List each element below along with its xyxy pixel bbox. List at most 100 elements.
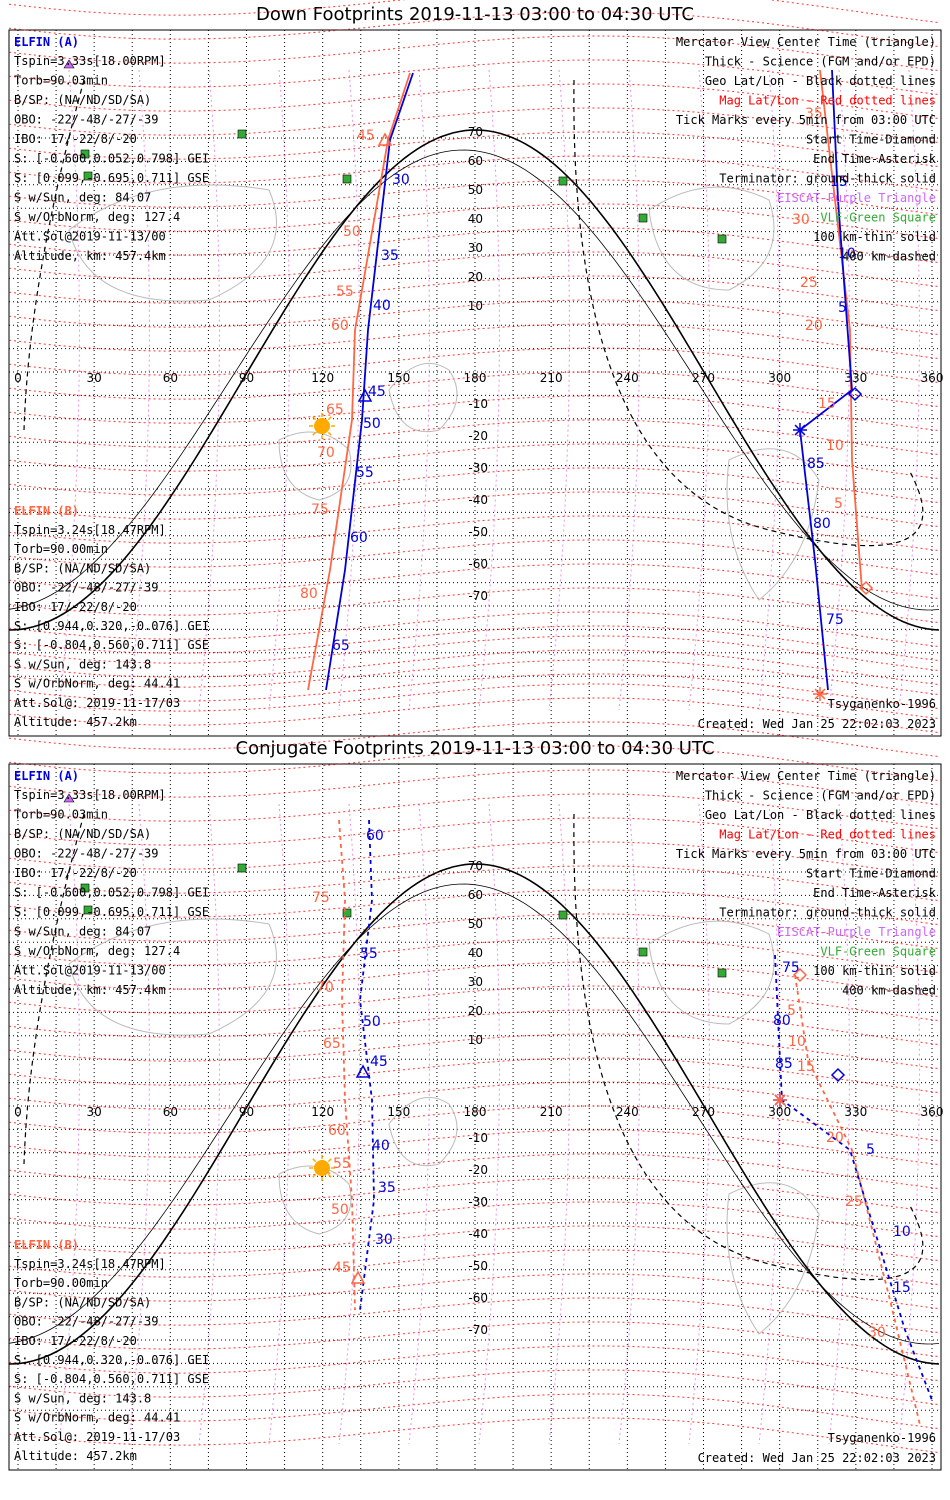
elfin-b-time-label: 5 — [787, 1003, 796, 1019]
mag-lon-line — [338, 69, 360, 711]
mag-lat-line — [8, 1081, 940, 1118]
elfin-b-time-label: 80 — [300, 586, 318, 602]
elfin-b-time-label: 50 — [343, 224, 361, 240]
mag-lat-line — [8, 1057, 940, 1094]
lon-tick-label: 270 — [692, 371, 715, 385]
lon-tick-label: 90 — [239, 1105, 254, 1119]
legend-item: Mercator View Center Time (triangle) — [676, 35, 936, 49]
elfin-b-track — [307, 72, 411, 691]
model-label: Tsyganenko-1996 — [828, 697, 936, 711]
elfin-a-info-line: S: [0.099,-0.695,0.711] GSE — [14, 171, 209, 185]
mag-lat-line — [8, 83, 940, 120]
mag-lat-line — [8, 131, 940, 168]
elfin-a-time-label: 75 — [782, 960, 800, 976]
elfin-b-title: ELFIN (B) — [14, 1238, 79, 1252]
mag-lat-line — [8, 11, 940, 48]
elfin-b-track — [819, 69, 863, 591]
mag-lon-line — [338, 803, 360, 1445]
mag-lat-line — [8, 625, 940, 662]
mag-lat-line — [8, 299, 940, 336]
elfin-a-time-label: 55 — [356, 465, 374, 481]
mag-lat-line — [8, 1417, 940, 1454]
legend-item: 100 km-thin solid — [813, 230, 936, 244]
elfin-a-info-line: B/SP: (NA/ND/SD/SA) — [14, 827, 151, 841]
mag-lat-line — [8, 1345, 940, 1382]
elfin-b-info-line: S: [0.944,0.320,-0.076] GEI — [14, 1353, 209, 1367]
elfin-b-time-label: 55 — [336, 284, 354, 300]
elfin-a-info-line: Altitude, km: 457.4km — [14, 249, 166, 263]
mag-lon-line — [478, 803, 500, 1445]
lon-tick-label: 120 — [311, 371, 334, 385]
vlf-station-marker — [342, 908, 352, 918]
lon-tick-label: 30 — [87, 1105, 102, 1119]
elfin-a-info-line: IBO: 17/-22/8/-20 — [14, 866, 137, 880]
mag-lat-line — [8, 0, 940, 24]
terminator-400km — [23, 813, 85, 1165]
vlf-station-marker — [237, 863, 247, 873]
mag-lon-line — [758, 803, 780, 1445]
mag-lon-line — [828, 803, 850, 1445]
lat-tick-label: 60 — [468, 888, 483, 902]
elfin-b-time-label: 65 — [323, 1036, 341, 1052]
lon-tick-label: 150 — [387, 1105, 410, 1119]
elfin-b-end-asterisk — [813, 687, 827, 701]
elfin-a-info-line: S w/Sun, deg: 84.07 — [14, 925, 151, 939]
elfin-a-time-label: 15 — [830, 174, 848, 190]
mag-lat-line — [8, 745, 940, 782]
elfin-b-time-label: 25 — [845, 1194, 863, 1210]
mag-lat-line — [8, 697, 940, 734]
elfin-b-info-line: S w/OrbNorm, deg: 44.41 — [14, 1411, 180, 1425]
elfin-b-time-label: 25 — [800, 275, 818, 291]
elfin-a-center-triangle — [355, 1064, 371, 1078]
mag-lon-line — [478, 69, 500, 711]
created-timestamp: Created: Wed Jan 25 22:02:03 2023 — [698, 1451, 936, 1465]
elfin-b-info-line: OBO: -22/-48/-27/-39 — [14, 1315, 159, 1329]
elfin-b-title: ELFIN (B) — [14, 504, 79, 518]
legend-item: End Time-Asterisk — [813, 886, 937, 900]
lat-tick-label: -10 — [468, 397, 488, 411]
lat-tick-label: -60 — [468, 557, 488, 571]
mag-lat-line — [8, 1273, 940, 1310]
legend-item: Tick Marks every 5min from 03:00 UTC — [676, 113, 936, 127]
legend-item: Start Time-Diamond — [806, 133, 936, 147]
elfin-a-info-line: Tspin=3.33s[18.00RPM] — [14, 788, 166, 802]
elfin-b-time-label: 35 — [805, 106, 823, 122]
mag-lat-line — [8, 1369, 940, 1406]
mag-lon-line — [618, 803, 640, 1445]
mag-lat-line — [8, 913, 940, 950]
elfin-a-info-line: Torb=90.03min — [14, 74, 108, 88]
elfin-a-time-label: 10 — [838, 246, 856, 262]
lon-tick-label: 210 — [540, 371, 563, 385]
elfin-a-time-label: 10 — [893, 1224, 911, 1240]
elfin-b-time-label: 65 — [326, 402, 344, 418]
elfin-a-info-line: OBO: -22/-48/-27/-39 — [14, 847, 159, 861]
legend-item: 100 km-thin solid — [813, 964, 936, 978]
legend-item: Start Time-Diamond — [806, 867, 936, 881]
mag-lat-line — [8, 659, 940, 696]
elfin-b-start-diamond — [792, 967, 808, 983]
terminator-ground — [8, 129, 940, 631]
elfin-a-track — [325, 72, 414, 691]
elfin-b-info-line: Altitude: 457.2km — [14, 1449, 137, 1463]
mag-lat-line — [8, 1201, 940, 1238]
elfin-b-time-label: 15 — [797, 1059, 815, 1075]
lat-tick-label: 40 — [468, 212, 483, 226]
coastline — [648, 186, 775, 291]
elfin-b-info-line: S w/OrbNorm, deg: 44.41 — [14, 677, 180, 691]
lon-tick-label: 360 — [921, 1105, 944, 1119]
legend-item: 400 km-dashed — [842, 984, 936, 998]
mag-lat-line — [8, 395, 940, 432]
mag-lon-line — [128, 69, 150, 711]
lat-tick-label: -50 — [468, 525, 488, 539]
lat-tick-label: 10 — [468, 299, 483, 313]
lon-tick-label: 180 — [464, 371, 487, 385]
mag-lat-line — [8, 1129, 940, 1166]
lon-tick-label: 60 — [163, 371, 178, 385]
mag-lat-line — [8, 59, 940, 96]
vlf-station-marker — [342, 174, 352, 184]
elfin-b-info-line: Torb=90.00min — [14, 542, 108, 556]
mag-lon-line — [688, 803, 710, 1445]
elfin-a-info-line: Att.Sol@2019-11-13/00 — [14, 964, 166, 978]
lon-tick-label: 0 — [14, 371, 22, 385]
elfin-a-time-label: 35 — [381, 248, 399, 264]
